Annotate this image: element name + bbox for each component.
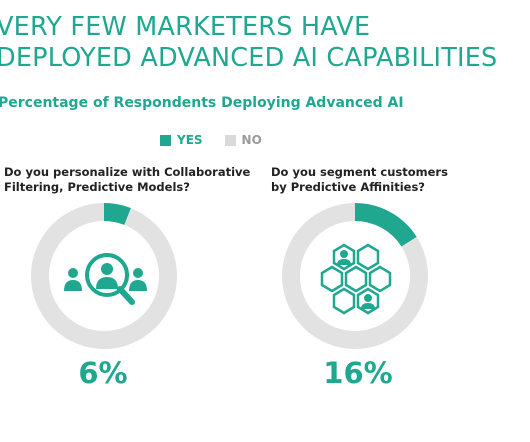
donut-track-1 [31,203,177,349]
donut-chart-1 [31,203,177,349]
chart-title: VERY FEW MARKETERS HAVE DEPLOYED ADVANCE… [0,12,530,74]
legend-label-yes: YES [177,133,203,147]
question-1: Do you personalize with Collaborative Fi… [4,165,251,194]
title-line-2: DEPLOYED ADVANCED AI CAPABILITIES [0,43,498,73]
question-2: Do you segment customers by Predictive A… [271,165,448,194]
people-magnifier-icon [64,253,147,305]
donut-chart-2 [282,203,428,349]
chart-subtitle: Percentage of Respondents Deploying Adva… [0,95,404,111]
legend-item-no: NO [224,133,262,147]
legend-label-no: NO [241,133,262,147]
value-label-1: 6% [78,356,128,390]
legend-item-yes: YES [160,133,203,147]
value-label-2: 16% [323,356,393,390]
donut-slice-yes-2 [354,203,417,247]
legend: YES NO [160,133,284,147]
people-icon [337,250,375,309]
title-line-1: VERY FEW MARKETERS HAVE [0,12,371,42]
legend-swatch-no [224,134,236,146]
hexagon-network-icon [320,243,392,315]
donut-slice-yes-1 [103,203,131,226]
legend-swatch-yes [160,134,171,146]
